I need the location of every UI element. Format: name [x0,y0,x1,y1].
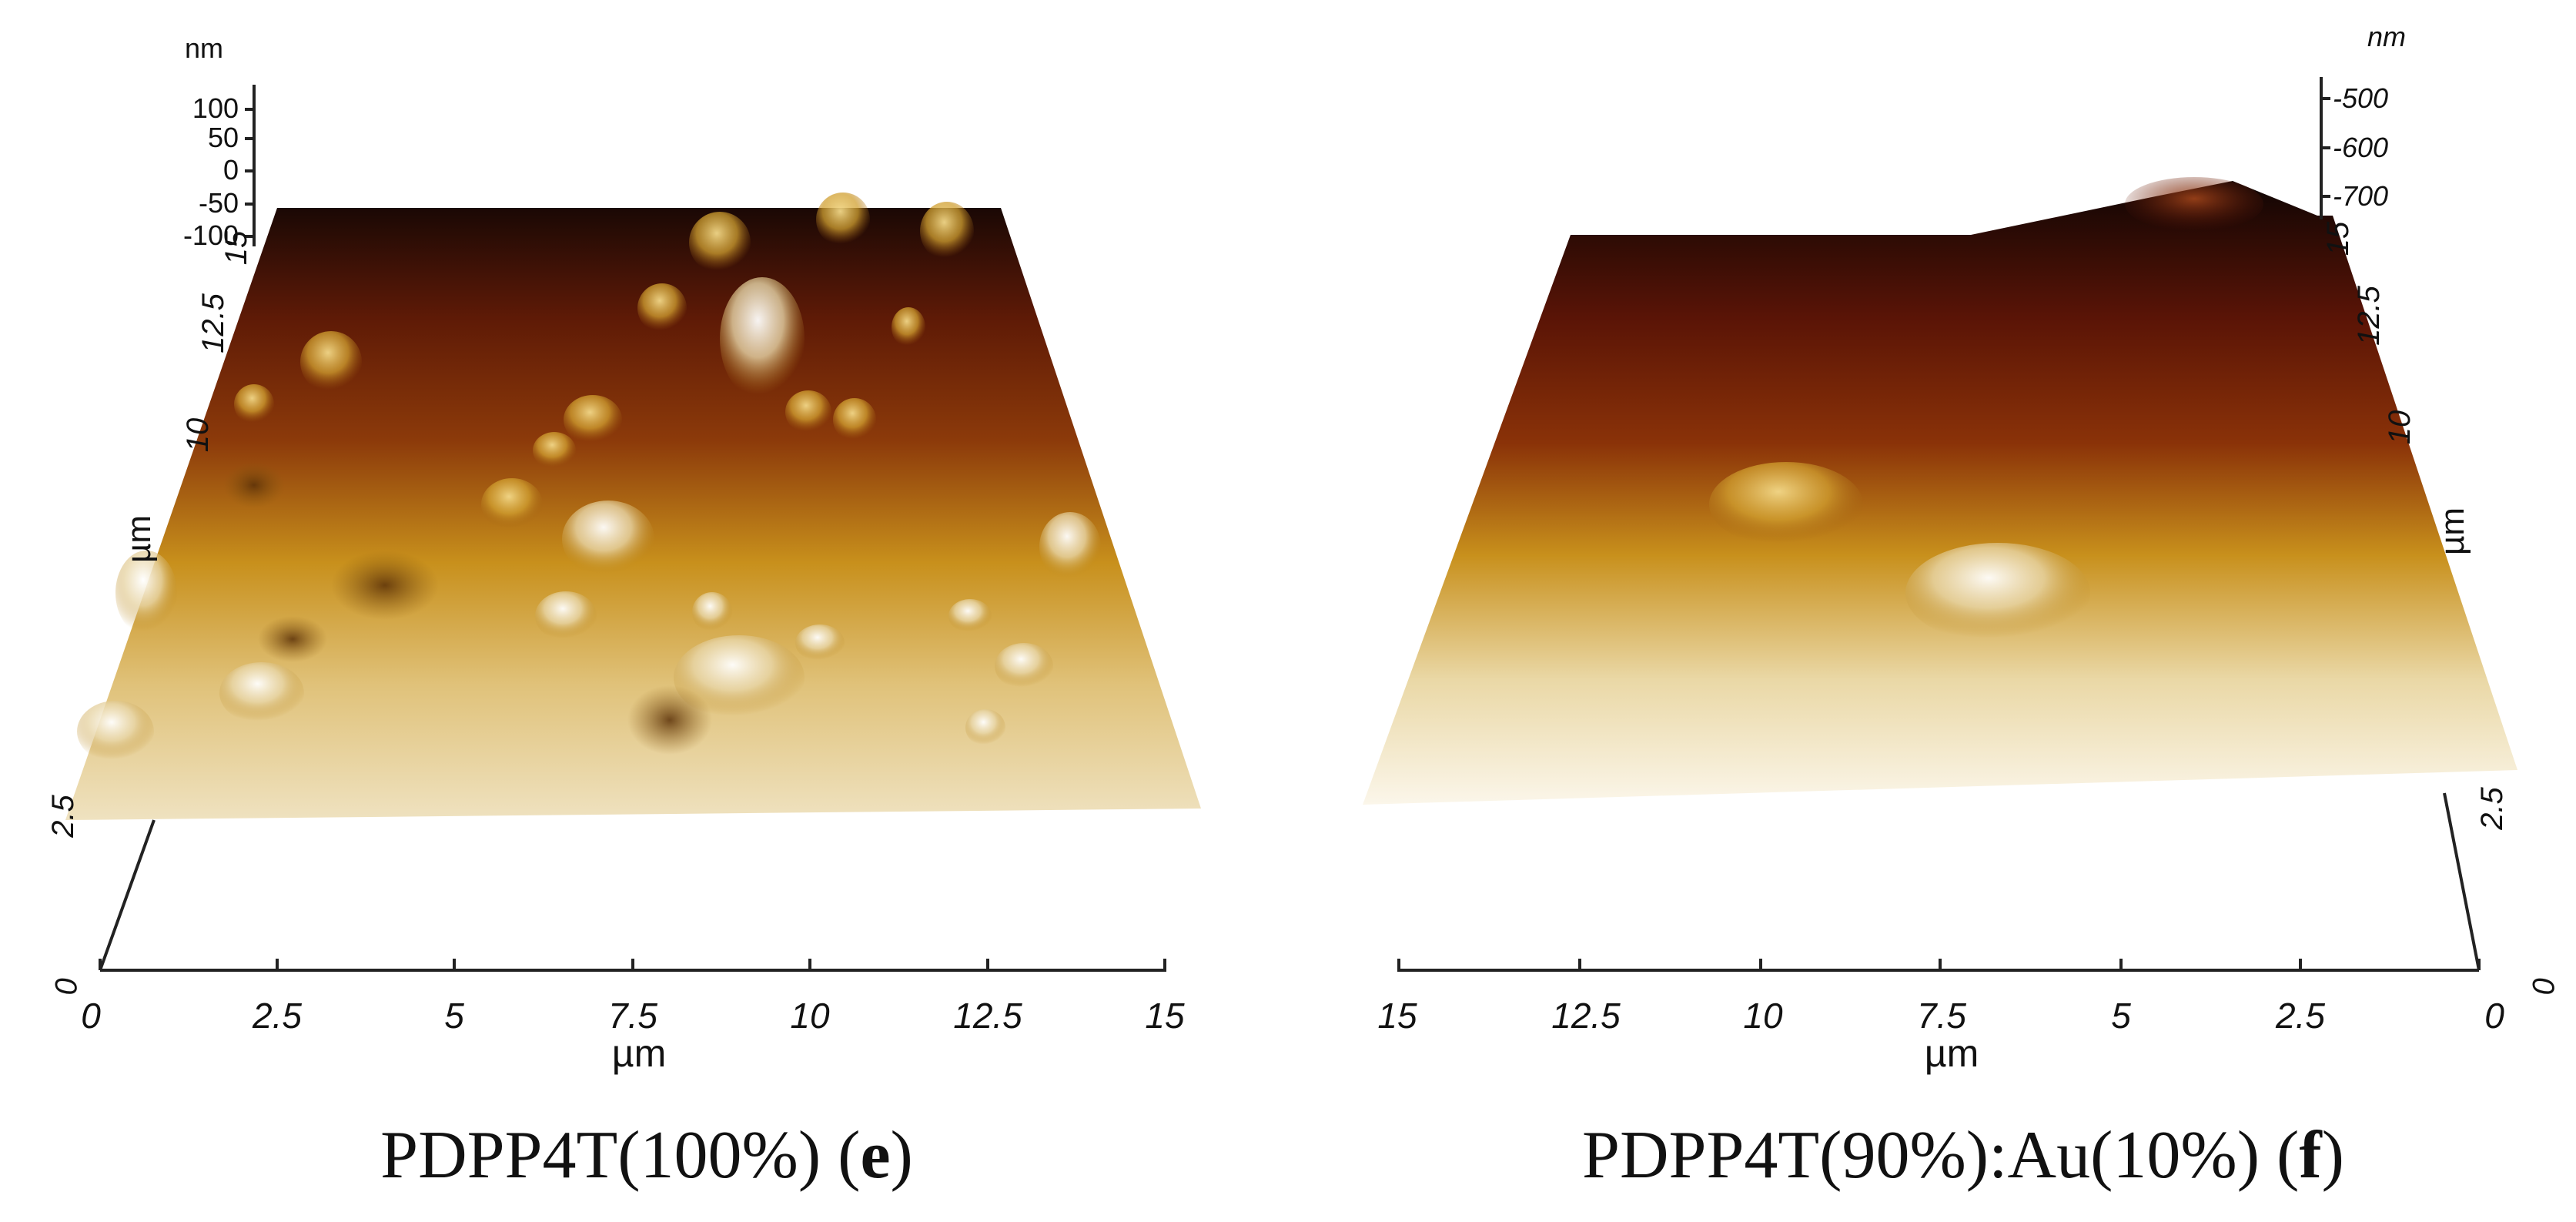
z-tick-label-e-0: 100 [192,92,239,124]
panel-e: nm 100 50 0 -50 -100 0 2.5 5 7.5 10 [46,32,1201,1075]
panel-f: nm -500 -600 -700 15 12.5 10 7.5 5 [1363,21,2560,1075]
x-ticks-e [99,959,1166,970]
x-ticks-f [1397,959,2481,970]
caption-e-main: PDPP4T(100%) ( [380,1118,861,1193]
z-ticks-e [245,108,254,238]
z-tick-label-f-1: -600 [2333,132,2388,163]
y-tick-label-e-3: 12.5 [196,293,230,353]
x-tick-label-e-6: 15 [1145,996,1185,1036]
caption-e-letter: e [860,1118,891,1193]
afm-surface-f [1363,181,2517,805]
y-tick-label-f-3: 12.5 [2352,285,2386,346]
z-tick-label-f-2: -700 [2333,180,2388,212]
surface-features-e [77,193,1101,762]
y-tick-label-f-4: 15 [2321,221,2355,256]
z-tick-label-e-4: -100 [183,219,239,251]
z-unit-f: nm [2367,21,2406,52]
x-tick-label-e-0: 0 [81,996,101,1036]
x-tick-label-e-3: 7.5 [608,996,657,1036]
y-unit-e: µm [120,515,158,563]
y-tick-label-e-1: 2.5 [46,794,80,838]
z-tick-label-e-3: -50 [199,187,239,219]
x-tick-label-e-5: 12.5 [953,996,1022,1036]
x-tick-label-f-0: 15 [1377,996,1417,1036]
z-tick-label-e-1: 50 [208,122,239,153]
y-tick-label-f-1: 2.5 [2475,786,2509,830]
y-unit-f: µm [2434,507,2471,555]
z-tick-label-e-2: 0 [223,154,239,186]
x-tick-label-f-6: 0 [2484,996,2504,1036]
y-tick-label-f-0: 0 [2526,977,2560,994]
z-unit-e: nm [185,32,223,64]
z-ticks-f [2321,97,2330,198]
x-tick-label-e-2: 5 [444,996,464,1036]
surface-features-f [1709,177,2263,643]
y-tick-label-f-2: 10 [2383,410,2417,445]
x-unit-f: µm [1925,1032,1979,1075]
caption-f-close: ) [2321,1118,2344,1193]
x-tick-label-f-1: 12.5 [1551,996,1621,1036]
y-tick-label-e-2: 10 [181,418,215,453]
x-tick-label-f-2: 10 [1743,996,1783,1036]
caption-e-close: ) [890,1118,913,1193]
x-unit-e: µm [612,1032,666,1075]
x-tick-label-e-1: 2.5 [252,996,302,1036]
caption-f-main: PDPP4T(90%):Au(10%) ( [1582,1118,2300,1193]
z-tick-label-f-0: -500 [2333,82,2388,114]
x-tick-label-f-5: 2.5 [2275,996,2325,1036]
y-tick-label-e-4: 15 [219,230,253,265]
x-tick-label-f-3: 7.5 [1917,996,1966,1036]
caption-f: PDPP4T(90%):Au(10%) (f) [1540,1117,2387,1194]
x-tick-label-f-4: 5 [2111,996,2131,1036]
x-tick-label-e-4: 10 [790,996,830,1036]
caption-f-letter: f [2299,1118,2322,1193]
y-tick-label-e-0: 0 [49,977,82,994]
caption-e: PDPP4T(100%) (e) [293,1117,1001,1194]
